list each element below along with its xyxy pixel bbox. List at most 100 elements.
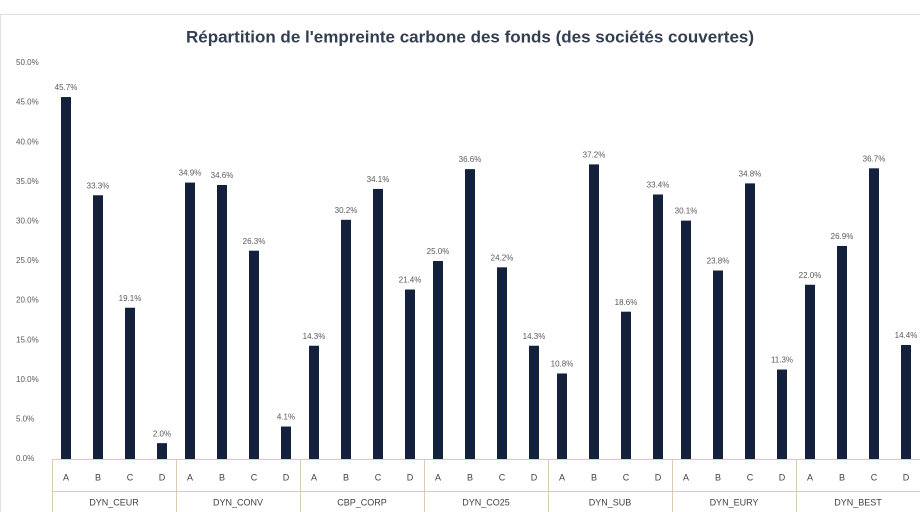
bar [185, 182, 195, 460]
x-tick-label: B [839, 472, 845, 482]
x-tick-label: B [95, 472, 101, 482]
bar [433, 261, 443, 459]
data-label: 11.3% [771, 356, 793, 365]
x-tick-label: A [311, 472, 317, 482]
x-tick-label: C [127, 472, 134, 482]
x-tick-label: B [219, 472, 225, 482]
x-tick-label: B [343, 472, 349, 482]
data-label: 18.6% [615, 298, 638, 307]
x-tick-label: D [159, 472, 166, 482]
bar [589, 164, 599, 459]
group-label: DYN_CO25 [462, 497, 510, 507]
group-label: DYN_BEST [834, 497, 882, 507]
data-label: 22.0% [799, 271, 822, 280]
x-tick-label: C [251, 472, 258, 482]
x-tick-label: D [407, 472, 414, 482]
data-label: 14.3% [523, 332, 546, 341]
group-label: DYN_EURY [710, 497, 759, 507]
data-label: 30.2% [335, 206, 358, 215]
x-tick-label: D [903, 472, 910, 482]
x-tick-label: A [683, 472, 689, 482]
bar [341, 219, 351, 459]
data-label: 26.3% [243, 237, 266, 246]
data-label: 34.9% [179, 169, 202, 178]
data-label: 14.4% [895, 331, 918, 340]
x-tick-label: C [871, 472, 878, 482]
bar [621, 311, 631, 459]
data-label: 37.2% [583, 150, 606, 159]
y-tick-label: 30.0% [16, 217, 39, 226]
chart-title: Répartition de l'empreinte carbone des f… [186, 27, 754, 46]
data-label: 30.1% [675, 207, 698, 216]
x-tick-label: D [779, 472, 786, 482]
bar [805, 284, 815, 459]
data-label: 24.2% [491, 253, 514, 262]
x-tick-label: B [467, 472, 473, 482]
bar [777, 369, 787, 459]
bar [405, 289, 415, 459]
x-tick-label: C [499, 472, 506, 482]
data-label: 4.1% [277, 413, 295, 422]
y-tick-label: 25.0% [16, 256, 39, 265]
x-tick-label: A [187, 472, 193, 482]
bar [61, 97, 71, 459]
data-label: 21.4% [399, 276, 422, 285]
x-tick-label: C [375, 472, 382, 482]
bar [713, 270, 723, 459]
x-tick-label: A [63, 472, 69, 482]
bar [901, 344, 911, 459]
data-label: 36.7% [863, 154, 886, 163]
bar [557, 373, 567, 459]
data-label: 33.3% [87, 181, 110, 190]
data-label: 34.1% [367, 175, 390, 184]
group-label: DYN_SUB [589, 497, 632, 507]
chart-frame [0, 14, 920, 512]
x-tick-label: B [591, 472, 597, 482]
x-tick-label: C [747, 472, 754, 482]
data-label: 26.9% [831, 232, 854, 241]
bar [373, 188, 383, 460]
x-tick-label: B [715, 472, 721, 482]
y-tick-label: 15.0% [16, 335, 39, 344]
data-label: 45.7% [55, 83, 78, 92]
bar [869, 168, 879, 459]
bar [249, 250, 259, 459]
bar [125, 307, 135, 459]
data-label: 34.8% [739, 169, 762, 178]
bar [465, 169, 475, 460]
bar [681, 220, 691, 459]
group-label: CBP_CORP [337, 497, 387, 507]
data-label: 34.6% [211, 171, 234, 180]
bar [837, 245, 847, 459]
bar [653, 194, 663, 460]
group-label: DYN_CONV [213, 497, 263, 507]
data-label: 36.6% [459, 155, 482, 164]
data-label: 14.3% [303, 332, 326, 341]
bar [157, 443, 167, 459]
x-tick-label: C [623, 472, 630, 482]
bar [93, 195, 103, 459]
data-label: 23.8% [707, 257, 730, 266]
bar [497, 267, 507, 459]
y-tick-label: 40.0% [16, 137, 39, 146]
bar [281, 426, 291, 459]
bar [529, 345, 539, 459]
x-tick-label: A [807, 472, 813, 482]
bar [309, 345, 319, 459]
bar [217, 184, 227, 459]
y-tick-label: 35.0% [16, 177, 39, 186]
x-tick-label: A [559, 472, 565, 482]
x-tick-label: D [531, 472, 538, 482]
y-tick-label: 10.0% [16, 375, 39, 384]
y-tick-label: 50.0% [16, 58, 39, 67]
x-tick-label: D [655, 472, 662, 482]
x-tick-label: A [435, 472, 441, 482]
group-label: DYN_CEUR [89, 497, 139, 507]
data-label: 10.8% [551, 360, 574, 369]
y-tick-label: 20.0% [16, 296, 39, 305]
y-tick-label: 45.0% [16, 98, 39, 107]
y-tick-label: 0.0% [16, 454, 34, 463]
data-label: 19.1% [119, 294, 142, 303]
data-label: 25.0% [427, 247, 450, 256]
